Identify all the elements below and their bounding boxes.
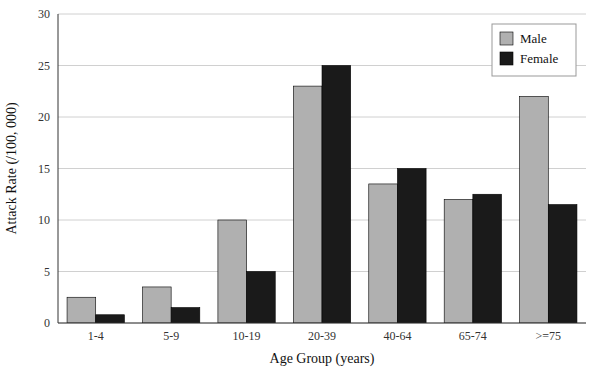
legend-label: Male: [520, 31, 547, 46]
bar: [520, 96, 549, 323]
x-tick-label: 5-9: [163, 329, 179, 343]
y-tick-label: 5: [44, 265, 50, 279]
x-tick-label: 65-74: [459, 329, 487, 343]
y-tick-label: 15: [38, 162, 50, 176]
bar: [171, 308, 200, 323]
legend-swatch: [500, 52, 513, 65]
bar: [369, 184, 398, 323]
bar: [218, 220, 247, 323]
x-tick-label: 40-64: [383, 329, 411, 343]
y-tick-label: 25: [38, 59, 50, 73]
y-tick-label: 20: [38, 110, 50, 124]
bars: [67, 66, 577, 324]
bar: [67, 297, 96, 323]
legend: Male Female: [492, 24, 576, 76]
bar: [293, 86, 322, 323]
grid-line: [58, 323, 586, 324]
y-tick-label: 10: [38, 213, 50, 227]
x-tick-label: 10-19: [233, 329, 261, 343]
bar: [96, 315, 125, 323]
bar: [473, 194, 502, 323]
legend-label: Female: [520, 51, 558, 66]
grid: [58, 14, 586, 323]
x-axis-label: Age Group (years): [270, 351, 375, 367]
y-axis-label: Attack Rate (/100, 000): [4, 102, 20, 235]
bar: [397, 169, 426, 324]
x-tick-label: >=75: [536, 329, 562, 343]
x-tick-label: 20-39: [308, 329, 336, 343]
y-tick-label: 0: [44, 316, 50, 330]
bar: [247, 272, 276, 324]
chart-container: 0 5 10 15 20 25 30 1-4 5-9 10-19 20-39 40-64 65-74 >=…: [0, 0, 600, 373]
grid-line: [58, 14, 586, 15]
bar: [142, 287, 171, 323]
bar: [444, 199, 473, 323]
chart: 0 5 10 15 20 25 30 1-4 5-9 10-19 20-39 40-64 65-74 >=…: [0, 0, 600, 373]
x-axis: [58, 323, 586, 324]
y-tick-label: 30: [38, 7, 50, 21]
y-axis: [58, 14, 59, 323]
legend-swatch: [500, 32, 513, 45]
bar: [548, 205, 577, 323]
bar: [322, 66, 351, 324]
x-tick-label: 1-4: [88, 329, 104, 343]
legend-box: [492, 24, 576, 76]
